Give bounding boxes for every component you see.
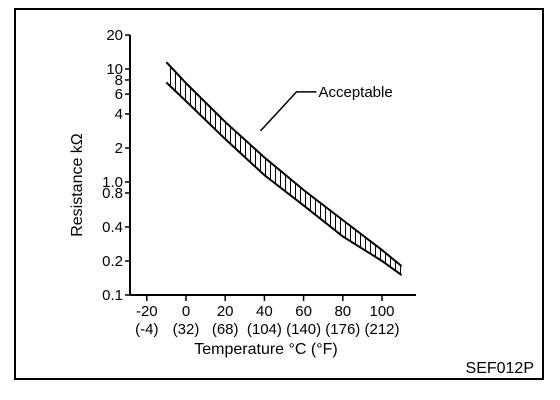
acceptable-band-fill	[166, 62, 402, 276]
x-tick-label-celsius: 40	[256, 303, 273, 320]
y-tick-label: 0.2	[102, 253, 123, 270]
x-tick-label-fahrenheit: (104)	[247, 321, 282, 338]
y-axis-title: Resistance kΩ	[69, 133, 86, 237]
x-tick-label-fahrenheit: (68)	[212, 321, 239, 338]
x-tick-label-fahrenheit: (140)	[286, 321, 321, 338]
x-tick-label-fahrenheit: (212)	[364, 321, 399, 338]
x-tick-label-fahrenheit: (176)	[325, 321, 360, 338]
y-tick-label: 0.1	[102, 287, 123, 304]
x-tick-label-celsius: 20	[217, 303, 234, 320]
y-tick-label: 0.4	[102, 219, 123, 236]
axes	[129, 35, 416, 296]
acceptable-band	[165, 61, 403, 276]
y-tick-label: 20	[106, 27, 123, 44]
x-tick-label-celsius: -20	[136, 303, 158, 320]
annotation-acceptable: Acceptable	[318, 84, 392, 101]
annotation-leader-line	[259, 91, 317, 132]
y-tick-label: 1.0	[102, 174, 123, 191]
x-tick-label-fahrenheit: (-4)	[135, 321, 158, 338]
x-tick-label-fahrenheit: (32)	[173, 321, 200, 338]
x-axis-title: Temperature °C (°F)	[194, 341, 338, 358]
x-tick-label-celsius: 0	[182, 303, 190, 320]
y-tick-label: 0.8	[102, 185, 123, 202]
x-tick-label-celsius: 60	[295, 303, 312, 320]
y-tick-label: 4	[115, 106, 123, 123]
y-tick-label: 8	[115, 72, 123, 89]
figure-frame	[14, 8, 544, 380]
annotations: Acceptable	[259, 84, 393, 132]
x-tick-label-celsius: 80	[334, 303, 351, 320]
y-tick-label: 10	[106, 61, 123, 78]
y-tick-label: 6	[115, 86, 123, 103]
x-ticks: -20(-4) 0(32) 20(68) 40(104) 60(140) 80(176) 1…	[135, 295, 400, 338]
y-tick-label: 2	[115, 140, 123, 157]
figure-code: SEF012P	[466, 360, 534, 377]
x-tick-label-celsius: 100	[369, 303, 394, 320]
lower-limit-line	[165, 81, 403, 276]
upper-limit-line	[165, 61, 403, 267]
